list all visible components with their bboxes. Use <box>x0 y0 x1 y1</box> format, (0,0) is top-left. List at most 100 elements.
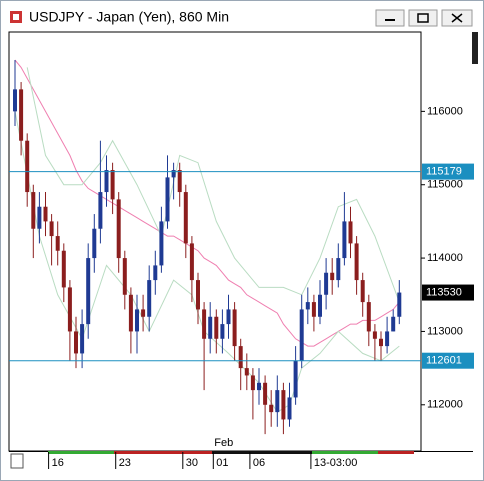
candle-body <box>379 338 383 347</box>
candle-body <box>226 309 231 325</box>
candle-body <box>98 192 103 229</box>
candle-body <box>318 294 322 317</box>
candle-body <box>147 280 152 317</box>
candle-body <box>263 382 268 405</box>
candle-body <box>19 89 24 141</box>
time-band <box>378 451 414 454</box>
candle-body <box>86 258 91 325</box>
candle-body <box>159 221 164 266</box>
candle-body <box>385 331 390 347</box>
x-tick-label: 01 <box>216 457 228 469</box>
candle-body <box>92 228 97 259</box>
candle-body <box>31 192 36 229</box>
candle-body <box>104 170 109 193</box>
candle-body <box>397 292 402 317</box>
candle-body <box>391 316 396 332</box>
candle-body <box>257 382 261 391</box>
x-tick-label: 13-03:00 <box>314 457 357 469</box>
candle-body <box>171 170 176 178</box>
window-buttons[interactable] <box>375 9 473 27</box>
plot-area <box>8 31 422 452</box>
close-glyph <box>451 13 463 23</box>
indicator-line <box>14 59 400 347</box>
last-price-label: 113530 <box>426 286 462 298</box>
candle-body <box>305 302 310 310</box>
last-price-box <box>422 284 474 301</box>
scroll-box[interactable] <box>10 453 24 469</box>
price-label-box <box>422 352 474 369</box>
price-label-box <box>422 163 474 180</box>
candle-body <box>13 89 17 112</box>
window-title: USDJPY - Japan (Yen), 860 Min <box>29 9 229 25</box>
y-tick-label: 112000 <box>427 399 463 411</box>
price-label: 115179 <box>426 165 462 177</box>
candle-body <box>269 404 274 413</box>
maximize-glyph <box>417 13 429 23</box>
candle-body <box>153 265 158 281</box>
candle-body <box>49 221 54 237</box>
x-tick-label: 23 <box>119 457 131 469</box>
candle-body <box>299 309 304 361</box>
y-tick-label: 116000 <box>427 105 463 117</box>
candle-body <box>183 192 188 244</box>
candle-body <box>165 177 170 222</box>
indicator-line <box>26 67 400 303</box>
time-band <box>212 451 312 454</box>
maximize-button[interactable] <box>408 9 438 27</box>
candle-body <box>122 258 127 295</box>
x-tick-label: 30 <box>186 457 198 469</box>
candle-body <box>25 140 30 193</box>
candle-body <box>287 397 292 420</box>
candle-body <box>128 294 133 332</box>
candle-body <box>214 316 219 339</box>
candle-body <box>336 258 341 281</box>
time-band <box>114 451 212 454</box>
candle-body <box>275 390 280 413</box>
candle-body <box>177 170 182 193</box>
candle-body <box>61 250 66 288</box>
time-band <box>48 451 114 454</box>
price-label: 112601 <box>426 355 462 367</box>
candle-body <box>238 346 243 369</box>
candle-body <box>208 316 213 339</box>
candle-body <box>80 324 85 354</box>
candle-body <box>244 368 249 376</box>
candle-body <box>189 243 194 281</box>
y-tick-label: 114000 <box>427 252 463 264</box>
candle-body <box>55 236 60 251</box>
time-band <box>312 451 378 454</box>
candle-body <box>116 199 121 259</box>
app-icon-inner <box>13 14 19 20</box>
candle-body <box>348 221 353 244</box>
x-annotation: Feb <box>214 437 233 449</box>
candle-body <box>196 280 200 310</box>
candle-body <box>342 221 347 259</box>
scroll-thumb[interactable] <box>472 32 478 64</box>
candle-body <box>366 302 371 332</box>
candle-body <box>293 360 298 398</box>
y-tick-label: 115000 <box>427 179 463 191</box>
candle-body <box>110 170 115 200</box>
candle-body <box>360 280 365 303</box>
candle-body <box>37 206 42 229</box>
candle-body <box>220 324 225 339</box>
candle-body <box>372 331 377 339</box>
candle-body <box>43 206 48 222</box>
candle-body <box>330 272 335 281</box>
candle-body <box>232 309 237 347</box>
candle-body <box>202 309 207 339</box>
candle-body <box>281 390 286 420</box>
candle-body <box>141 309 146 317</box>
candle-body <box>250 375 255 391</box>
candle-body <box>354 243 359 281</box>
candle-body <box>135 309 139 332</box>
candle-body <box>311 302 316 317</box>
candle-body <box>324 272 329 295</box>
candle-body <box>74 331 78 354</box>
x-tick-label: 06 <box>253 457 265 469</box>
x-tick-label: 16 <box>52 457 64 469</box>
y-tick-label: 113000 <box>427 325 463 337</box>
candle-body <box>67 287 72 332</box>
minimize-button[interactable] <box>375 9 405 27</box>
